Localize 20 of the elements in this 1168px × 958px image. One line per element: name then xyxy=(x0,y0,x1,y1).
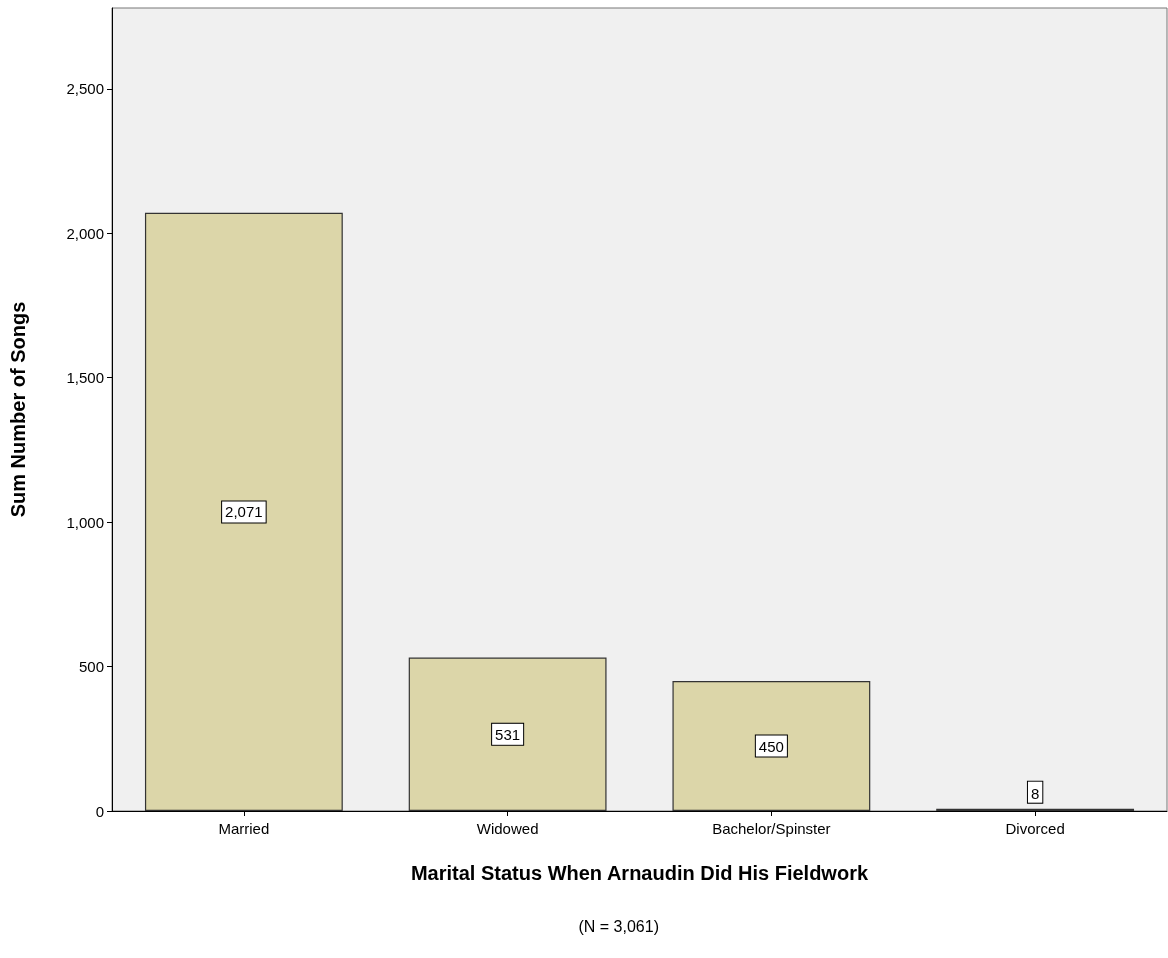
y-tick-label: 0 xyxy=(95,802,104,820)
bar xyxy=(672,681,871,811)
x-axis-title: Marital Status When Arnaudin Did His Fieldwork xyxy=(410,862,869,884)
x-tick-label: Bachelor/Spinster xyxy=(712,820,831,837)
x-tick-label: Widowed xyxy=(476,820,539,837)
data-label: 531 xyxy=(495,725,521,743)
y-tick-label: 2,000 xyxy=(66,224,104,242)
data-label: 450 xyxy=(758,737,784,755)
bar xyxy=(408,657,607,811)
y-tick-label: 500 xyxy=(78,658,104,676)
y-tick-label: 1,500 xyxy=(66,369,104,387)
data-label: 2,071 xyxy=(225,503,263,521)
x-tick-label: Married xyxy=(218,820,270,837)
y-tick-label: 2,500 xyxy=(66,80,104,98)
x-tick-label: Divorced xyxy=(1005,820,1065,837)
y-axis-title: Sum Number of Songs xyxy=(7,301,29,518)
data-label: 8 xyxy=(1030,784,1040,802)
bar xyxy=(144,212,343,811)
y-tick-label: 1,000 xyxy=(66,513,104,531)
text: (N = 3,061) xyxy=(578,917,659,935)
